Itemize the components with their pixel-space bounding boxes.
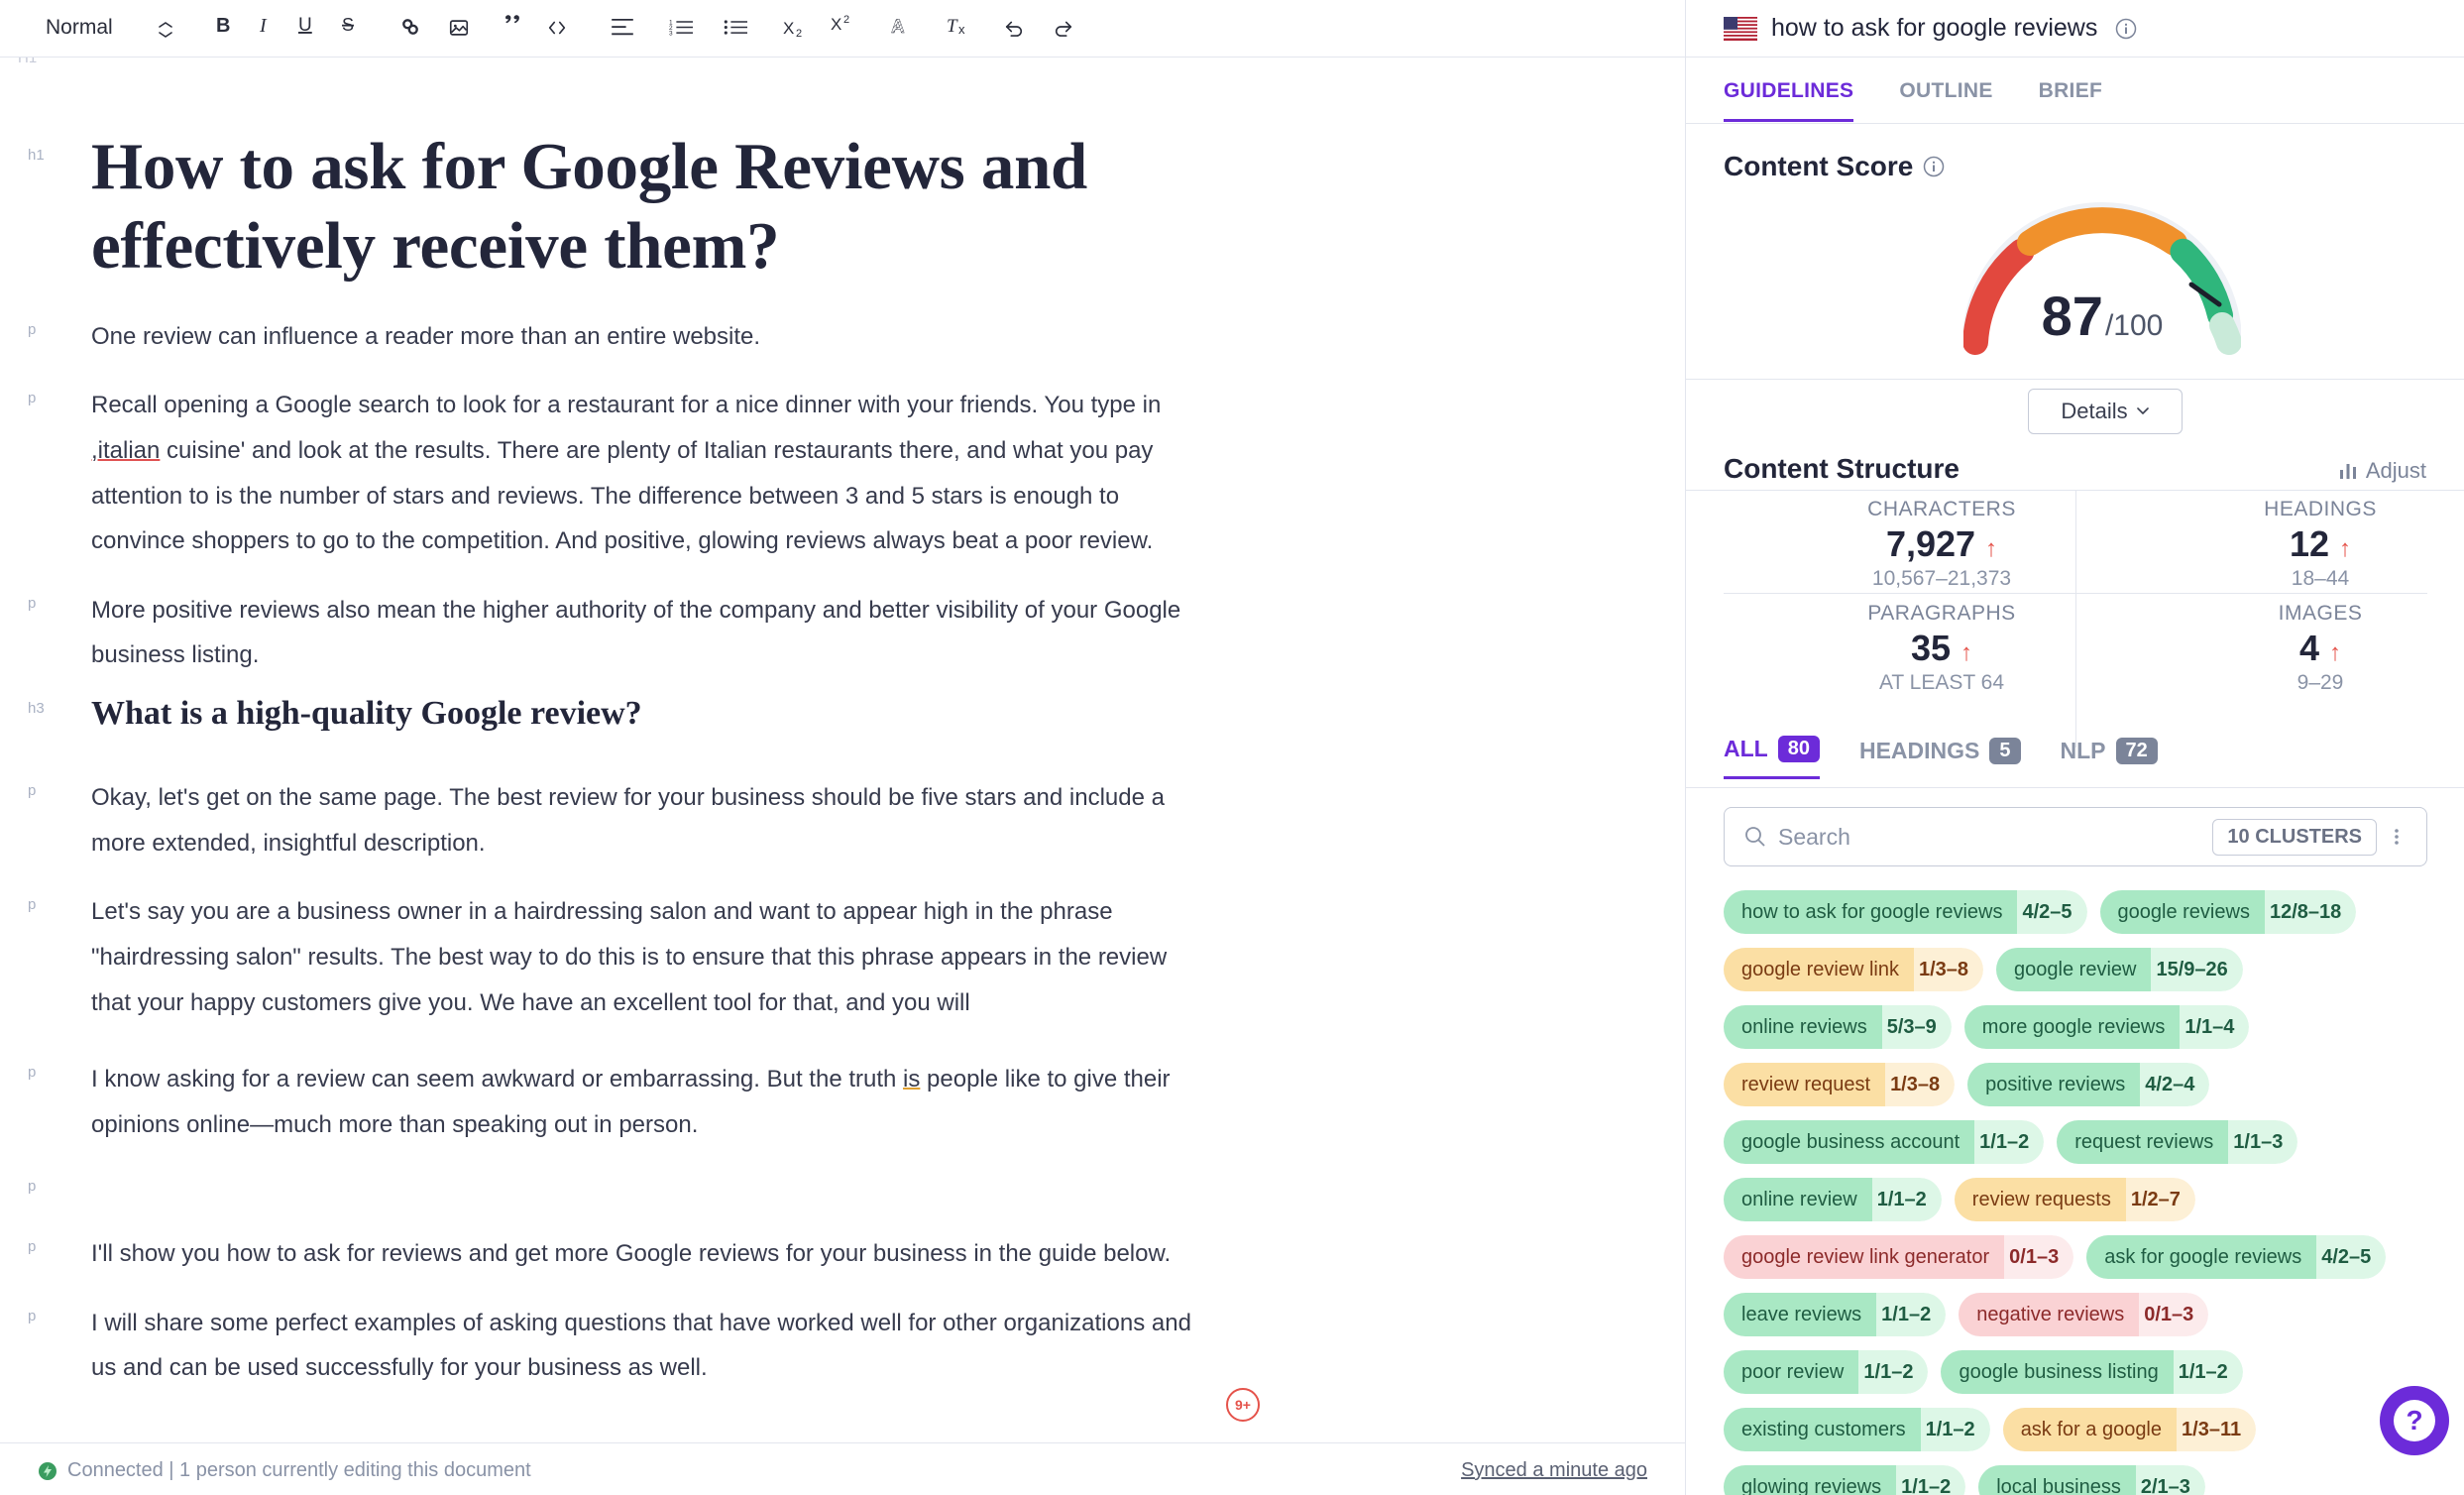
svg-text:A: A xyxy=(891,17,905,38)
svg-text:X: X xyxy=(831,15,841,34)
svg-text:2: 2 xyxy=(796,28,802,38)
svg-text:S: S xyxy=(342,16,354,35)
svg-text:B: B xyxy=(216,15,230,36)
svg-text:3: 3 xyxy=(669,30,673,37)
svg-text:I: I xyxy=(259,15,268,36)
svg-text:X: X xyxy=(783,19,794,38)
svg-text:87/100: 87/100 xyxy=(2042,285,2164,347)
svg-text:T: T xyxy=(947,16,958,37)
svg-text:2: 2 xyxy=(843,14,849,26)
svg-text:U: U xyxy=(298,15,312,36)
svg-text:x: x xyxy=(958,22,965,37)
